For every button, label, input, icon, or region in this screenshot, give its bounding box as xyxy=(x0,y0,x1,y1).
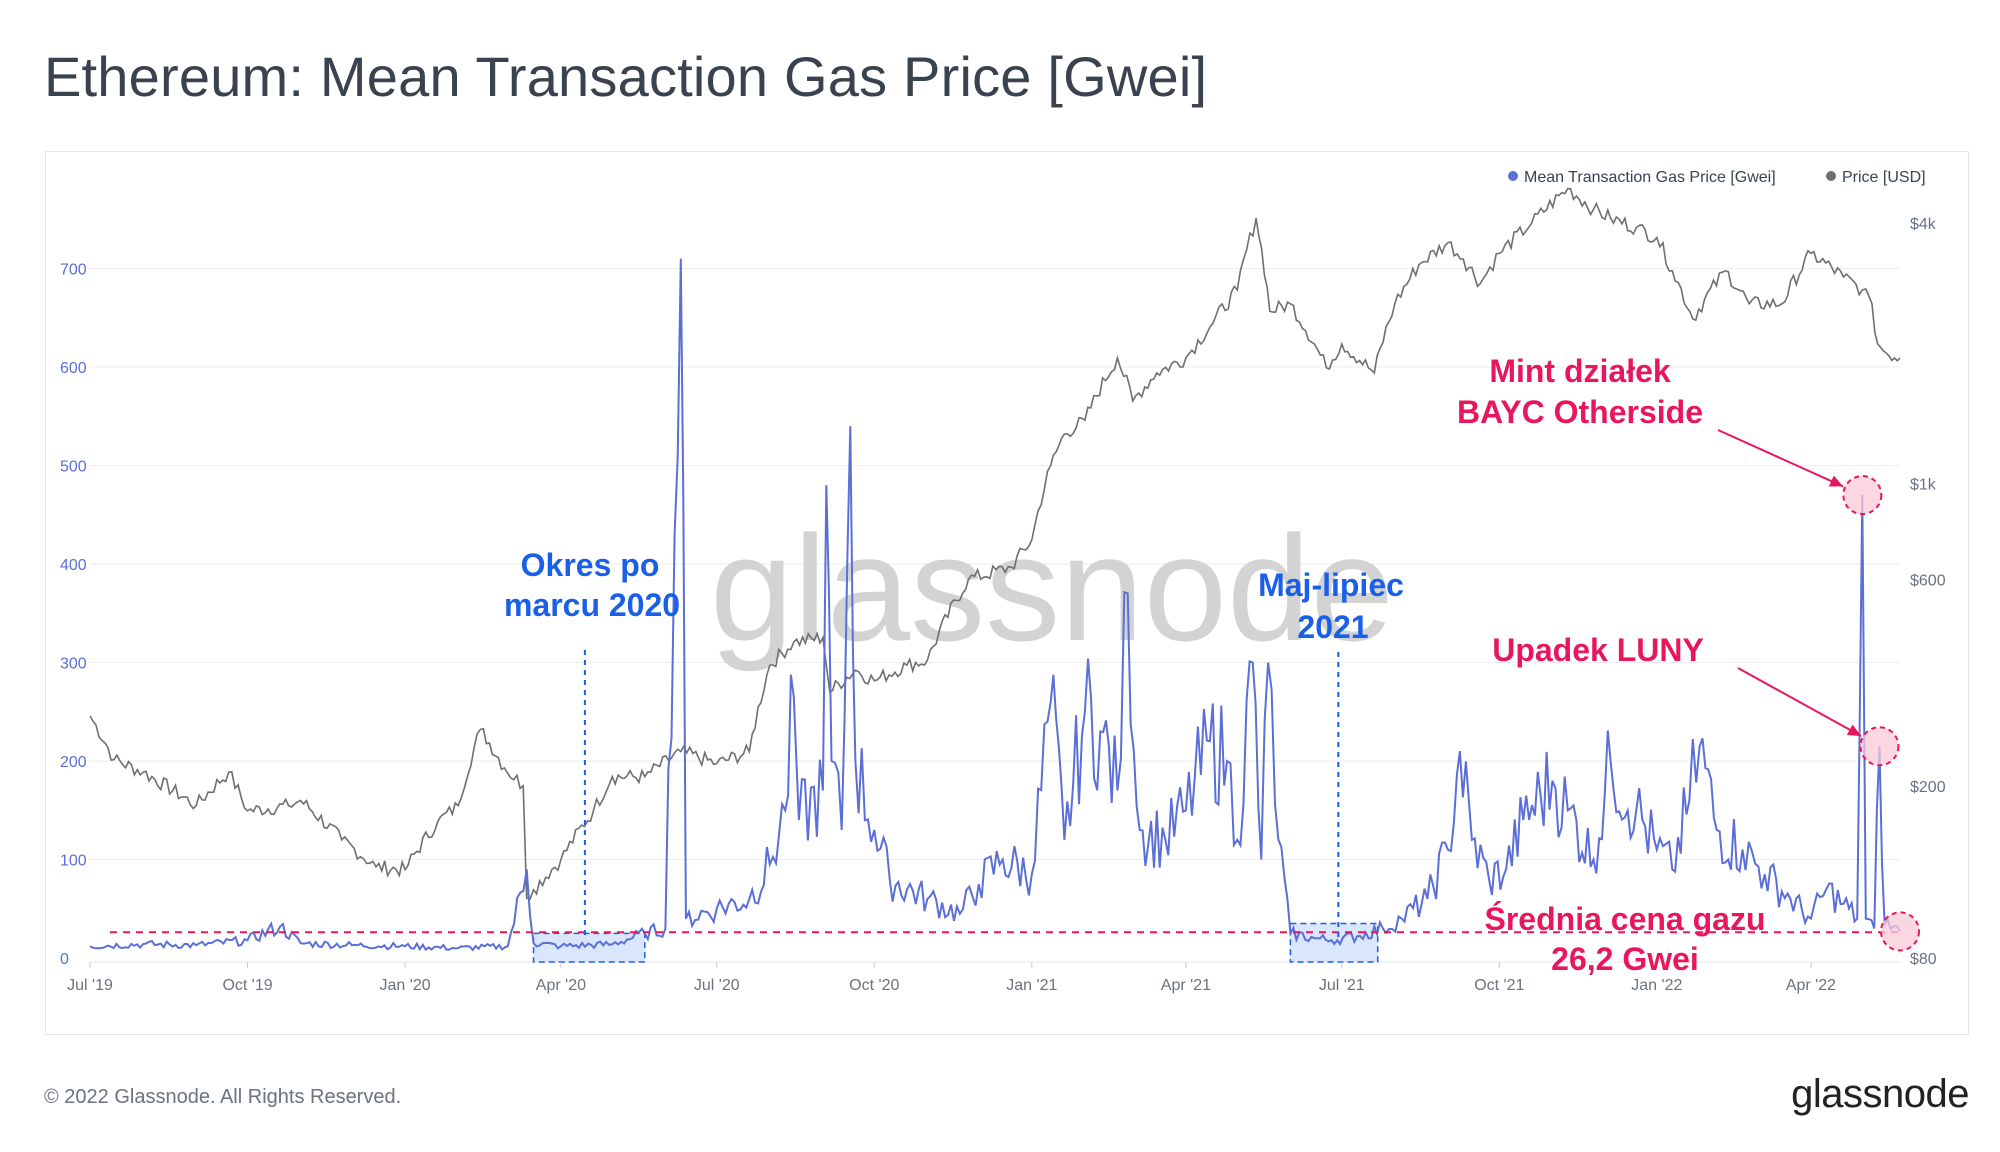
y-left-tick-label: 400 xyxy=(60,557,87,574)
price-line xyxy=(89,187,1901,900)
annotation-arrow-line xyxy=(1737,667,1862,737)
y-left-tick-label: 200 xyxy=(60,754,87,771)
y-left-tick-label: 500 xyxy=(60,459,87,476)
y-axis-left: 0 100 200 300 400 500 600 700 xyxy=(60,262,87,969)
annotation-okres-line2: marcu 2020 xyxy=(504,587,680,623)
x-tick-label: Jul '20 xyxy=(694,977,740,994)
y-axis-right: $80 $200 $600 $1k $4k xyxy=(1910,216,1946,968)
legend-price-dot xyxy=(1826,171,1836,181)
y-right-tick-label: $4k xyxy=(1910,216,1937,233)
chart-panel xyxy=(45,151,1969,1035)
annotation-mint-line1: Mint działek xyxy=(1489,353,1671,389)
y-left-tick-label: 300 xyxy=(60,656,87,673)
x-tick-label: Oct '20 xyxy=(849,977,899,994)
highlight-range xyxy=(532,932,646,963)
footer-copyright: © 2022 Glassnode. All Rights Reserved. xyxy=(44,1086,402,1108)
legend-gas-dot xyxy=(1508,171,1518,181)
page-title: Ethereum: Mean Transaction Gas Price [Gw… xyxy=(44,45,1208,108)
annotation-mint-line2: BAYC Otherside xyxy=(1457,394,1703,430)
gas-series xyxy=(89,258,1901,952)
x-tick-label: Jan '21 xyxy=(1006,977,1057,994)
annotation-luna-line1: Upadek LUNY xyxy=(1492,632,1704,668)
annotation-circle xyxy=(1859,726,1900,767)
annotations: Okres po marcu 2020 Maj-lipiec 2021 Mint… xyxy=(504,353,1920,977)
x-axis: Jul '19 Oct '19 Jan '20 Apr '20 Jul '20 Oct '… xyxy=(67,962,1836,994)
y-left-tick-label: 600 xyxy=(60,360,87,377)
annotation-circle xyxy=(1842,475,1883,516)
annotation-arrow-line xyxy=(1717,429,1844,488)
x-tick-label: Apr '20 xyxy=(536,977,586,994)
highlight-ranges xyxy=(532,922,1379,963)
annotation-circle xyxy=(1880,911,1920,952)
y-right-tick-label: $1k xyxy=(1910,476,1937,493)
legend-gas-label: Mean Transaction Gas Price [Gwei] xyxy=(1524,169,1776,186)
annotation-okres-line1: Okres po xyxy=(521,547,660,583)
x-tick-label: Jan '20 xyxy=(380,977,431,994)
annotation-maj-line1: Maj-lipiec xyxy=(1258,567,1404,603)
y-left-tick-label: 100 xyxy=(60,853,87,870)
annotation-avg-line1: Średnia cena gazu xyxy=(1485,901,1766,937)
legend: Mean Transaction Gas Price [Gwei] Price … xyxy=(1508,169,1926,186)
annotation-maj-line2: 2021 xyxy=(1297,609,1368,645)
x-tick-label: Jul '21 xyxy=(1319,977,1365,994)
glassnode-logo: glassnode xyxy=(1791,1072,1969,1116)
x-tick-label: Oct '21 xyxy=(1474,977,1524,994)
y-right-tick-label: $200 xyxy=(1910,779,1946,796)
annotation-arrowhead xyxy=(1828,475,1844,487)
legend-price-label: Price [USD] xyxy=(1842,169,1926,186)
x-tick-label: Apr '22 xyxy=(1786,977,1836,994)
y-right-tick-label: $80 xyxy=(1910,951,1937,968)
x-tick-label: Jan '22 xyxy=(1631,977,1682,994)
x-tick-label: Jul '19 xyxy=(67,977,113,994)
annotation-markers xyxy=(583,429,1920,952)
x-tick-label: Oct '19 xyxy=(222,977,272,994)
y-left-tick-label: 700 xyxy=(60,262,87,279)
annotation-avg-line2: 26,2 Gwei xyxy=(1551,941,1699,977)
price-series xyxy=(89,187,1901,900)
y-right-tick-label: $600 xyxy=(1910,572,1946,589)
gas-price-line xyxy=(89,258,1901,952)
annotation-arrowhead xyxy=(1846,724,1862,737)
y-left-tick-label: 0 xyxy=(60,951,69,968)
x-tick-label: Apr '21 xyxy=(1161,977,1211,994)
